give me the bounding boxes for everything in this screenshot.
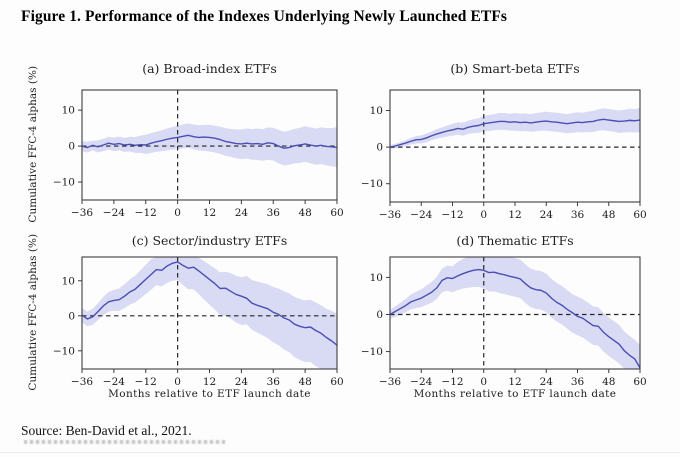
svg-text:0: 0 [68,141,75,153]
y-axis-label-row2: Cumulative FFC-4 alphas (%) [26,233,39,391]
svg-text:24: 24 [540,376,554,388]
svg-text:36: 36 [571,209,585,220]
chart-thematic-etfs: −36 −24 −12 0 12 24 36 48 60 10 0 −10 [361,256,647,388]
svg-text:10: 10 [370,105,383,117]
svg-text:48: 48 [298,376,311,388]
svg-text:−10: −10 [361,178,383,190]
svg-text:12: 12 [508,209,521,220]
svg-text:12: 12 [508,376,521,388]
svg-text:12: 12 [203,376,216,388]
svg-text:60: 60 [330,376,343,388]
svg-text:10: 10 [62,275,75,287]
svg-text:−10: −10 [361,346,383,358]
svg-text:0: 0 [480,376,487,388]
svg-text:10: 10 [370,272,383,284]
panel-b-title: (b) Smart-beta ETFs [450,61,580,76]
svg-text:−24: −24 [103,207,125,219]
svg-text:−24: −24 [410,376,432,388]
svg-text:0: 0 [480,209,487,220]
svg-text:24: 24 [235,207,249,219]
svg-text:0: 0 [174,376,181,388]
svg-text:−24: −24 [410,209,432,220]
svg-text:−12: −12 [135,207,157,219]
svg-text:−36: −36 [71,376,93,388]
svg-text:−12: −12 [441,376,463,388]
chart-broad-index-etfs: −36 −24 −12 0 12 24 36 48 60 10 0 −10 [53,89,344,219]
x-axis-label-c: Months relative to ETF launch date [108,388,311,400]
svg-text:24: 24 [540,209,554,220]
svg-text:0: 0 [376,142,383,154]
panel-a-title: (a) Broad-index ETFs [142,61,277,76]
svg-text:60: 60 [633,209,646,220]
source-citation: Source: Ben-David et al., 2021. [21,423,192,438]
panel-c-title: (c) Sector/industry ETFs [131,233,288,248]
svg-text:36: 36 [267,376,281,388]
svg-text:−36: −36 [379,209,401,220]
svg-text:0: 0 [68,310,75,322]
panel-d-title: (d) Thematic ETFs [456,233,574,248]
svg-text:−24: −24 [103,376,125,388]
svg-text:0: 0 [376,309,383,321]
svg-text:24: 24 [235,376,249,388]
svg-text:−10: −10 [53,177,75,189]
svg-text:36: 36 [571,376,585,388]
svg-text:60: 60 [330,207,343,219]
bottom-divider [0,452,680,453]
svg-text:48: 48 [602,209,615,220]
svg-text:60: 60 [633,376,646,388]
chart-sector-industry-etfs: −36 −24 −12 0 12 24 36 48 60 10 0 −10 [53,256,344,388]
svg-text:−10: −10 [53,345,75,357]
svg-text:0: 0 [174,207,181,219]
chart-smart-beta-etfs: −36 −24 −12 0 12 24 36 48 60 10 0 −10 [361,89,647,220]
svg-text:−12: −12 [135,376,157,388]
cropped-text-artifact [24,440,226,444]
svg-text:48: 48 [298,207,311,219]
y-axis-label-row1: Cumulative FFC-4 alphas (%) [26,65,39,223]
svg-text:−12: −12 [441,209,463,220]
svg-text:36: 36 [267,207,281,219]
svg-text:−36: −36 [71,207,93,219]
svg-text:12: 12 [203,207,216,219]
figure-title: Figure 1. Performance of the Indexes Und… [21,8,508,25]
svg-text:10: 10 [62,105,75,117]
x-axis-label-d: Months relative to ETF launch date [413,388,617,400]
svg-text:−36: −36 [379,376,401,388]
svg-text:48: 48 [602,376,615,388]
